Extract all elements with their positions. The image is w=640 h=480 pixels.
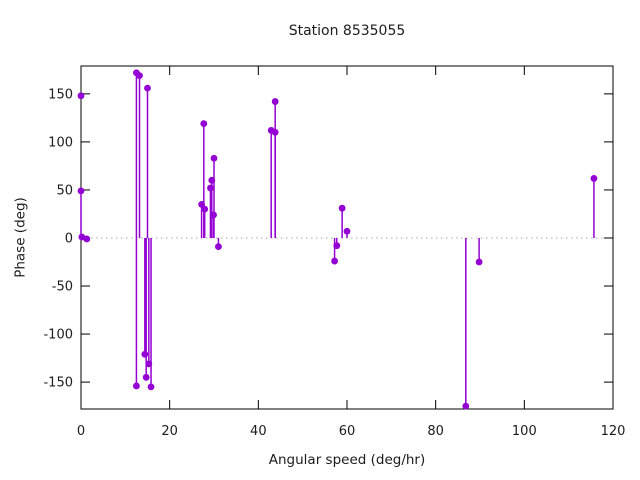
chart-title: Station 8535055 — [288, 23, 406, 39]
data-point — [343, 227, 351, 235]
y-tick-label: -50 — [52, 280, 73, 295]
x-tick-label: 60 — [339, 424, 356, 439]
x-tick-label: 100 — [512, 424, 537, 439]
y-tick-label: 50 — [56, 183, 73, 198]
data-point — [208, 176, 216, 184]
data-point — [338, 204, 346, 212]
data-point — [201, 205, 209, 213]
data-point — [462, 402, 470, 410]
y-tick-label: 0 — [65, 231, 73, 246]
x-tick-label: 0 — [77, 424, 85, 439]
y-tick-label: 150 — [48, 87, 73, 102]
data-point — [142, 373, 150, 381]
y-tick-label: -150 — [43, 376, 73, 391]
data-point — [144, 84, 151, 92]
data-point — [83, 235, 91, 243]
x-tick-label: 120 — [601, 424, 626, 439]
data-point — [198, 200, 205, 208]
data-point — [147, 383, 155, 391]
data-point — [590, 175, 598, 182]
x-tick-label: 80 — [427, 424, 444, 439]
x-axis-label: Angular speed (deg/hr) — [268, 452, 426, 468]
data-point — [136, 72, 143, 80]
data-point — [271, 98, 279, 105]
x-tick-label: 20 — [161, 424, 178, 439]
y-tick-label: 100 — [48, 135, 73, 150]
data-point — [271, 128, 279, 136]
data-point — [210, 154, 218, 162]
data-point — [331, 257, 338, 265]
x-tick-label: 40 — [250, 424, 267, 439]
data-point — [333, 242, 341, 250]
data-point — [475, 258, 483, 266]
data-point — [200, 120, 208, 128]
data-point — [133, 382, 140, 390]
data-point — [210, 211, 217, 219]
y-tick-label: -100 — [43, 328, 73, 343]
data-point — [215, 243, 222, 251]
data-point — [207, 184, 214, 192]
data-point — [145, 360, 153, 368]
data-point — [77, 187, 85, 195]
data-point — [77, 92, 85, 100]
data-point — [141, 350, 149, 358]
